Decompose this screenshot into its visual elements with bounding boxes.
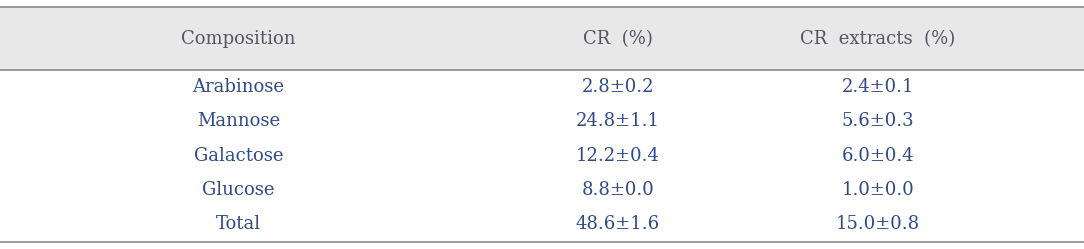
Text: 15.0±0.8: 15.0±0.8 bbox=[836, 215, 920, 233]
FancyBboxPatch shape bbox=[0, 7, 1084, 70]
Text: 48.6±1.6: 48.6±1.6 bbox=[576, 215, 660, 233]
Text: CR  (%): CR (%) bbox=[583, 30, 653, 48]
Text: Total: Total bbox=[216, 215, 261, 233]
Text: 24.8±1.1: 24.8±1.1 bbox=[576, 112, 660, 130]
Text: Arabinose: Arabinose bbox=[193, 78, 284, 96]
Text: 8.8±0.0: 8.8±0.0 bbox=[581, 181, 655, 199]
Text: Composition: Composition bbox=[181, 30, 296, 48]
Text: Glucose: Glucose bbox=[203, 181, 274, 199]
Text: 2.4±0.1: 2.4±0.1 bbox=[842, 78, 914, 96]
Text: CR  extracts  (%): CR extracts (%) bbox=[800, 30, 956, 48]
Text: 2.8±0.2: 2.8±0.2 bbox=[582, 78, 654, 96]
Text: Mannose: Mannose bbox=[197, 112, 280, 130]
Text: 6.0±0.4: 6.0±0.4 bbox=[842, 147, 914, 165]
Text: 1.0±0.0: 1.0±0.0 bbox=[841, 181, 915, 199]
Text: 5.6±0.3: 5.6±0.3 bbox=[842, 112, 914, 130]
Text: 12.2±0.4: 12.2±0.4 bbox=[576, 147, 660, 165]
Text: Galactose: Galactose bbox=[194, 147, 283, 165]
